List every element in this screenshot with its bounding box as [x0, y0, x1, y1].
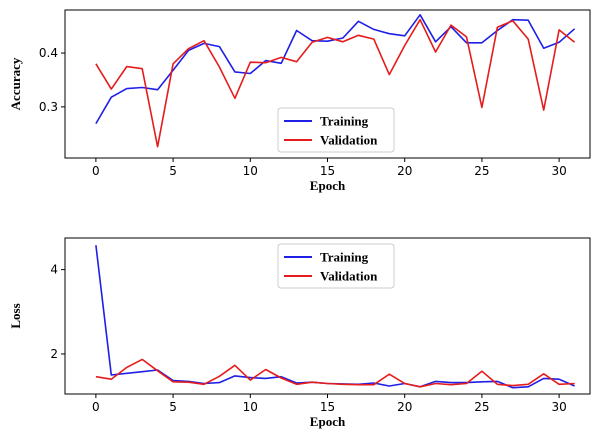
y-tick-label: 0.3	[39, 100, 58, 114]
x-tick-label: 30	[551, 400, 566, 414]
x-tick-label: 0	[92, 164, 100, 178]
legend-1: Training Validation	[277, 107, 395, 153]
x-axis-label: Epoch	[310, 178, 346, 193]
x-tick-label: 20	[397, 400, 412, 414]
x-tick-label: 20	[397, 164, 412, 178]
x-tick-label: 15	[320, 164, 335, 178]
x-axis-label: Epoch	[310, 414, 346, 429]
x-tick-label: 15	[320, 400, 335, 414]
chart-1: 0 5 10 15 20 25 30 0.3 0.4 Epoch Accuracy Training V…	[8, 9, 591, 193]
x-tick-label: 30	[551, 164, 566, 178]
y-tick-label: 4	[50, 263, 58, 277]
x-tick-label: 10	[243, 164, 258, 178]
series-line-validation	[95, 18, 576, 148]
x-tick-label: 10	[243, 400, 258, 414]
x-tick-label: 0	[92, 400, 100, 414]
legend-label-validation: Validation	[320, 269, 378, 284]
series-line-training	[95, 14, 576, 125]
y-tick-label: 2	[50, 347, 58, 361]
x-tick-label: 5	[169, 400, 177, 414]
y-axis-label: Accuracy	[8, 57, 23, 110]
y-axis-label: Loss	[8, 303, 23, 328]
x-tick-label: 25	[474, 400, 489, 414]
x-tick-label: 25	[474, 164, 489, 178]
legend-label-validation: Validation	[320, 133, 378, 148]
series-line-validation	[95, 358, 575, 388]
legend-label-training: Training	[320, 114, 369, 129]
legend-2: Training Validation	[277, 243, 395, 289]
x-tick-label: 5	[169, 164, 177, 178]
legend-label-training: Training	[320, 250, 369, 265]
y-tick-label: 0.4	[39, 46, 58, 60]
chart-2: 0 5 10 15 20 25 30 2 4 Epoch Loss Training Validatio…	[8, 237, 591, 429]
